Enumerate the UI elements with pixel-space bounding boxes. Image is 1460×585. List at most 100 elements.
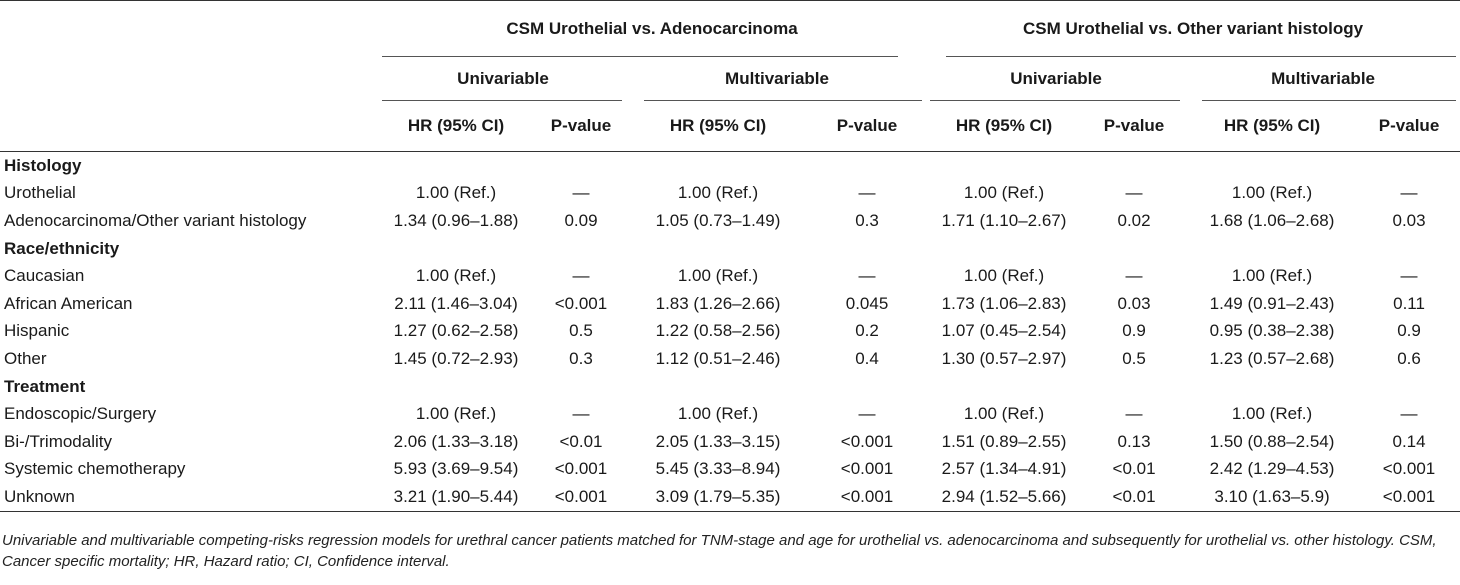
hr-cell: 1.00 (Ref.) [677, 183, 759, 203]
pvalue-cell: — [1125, 404, 1143, 424]
pvalue-cell: 0.09 [564, 210, 598, 230]
row-label: Bi-/Trimodality [4, 431, 112, 451]
hr-cell: 1.00 (Ref.) [677, 266, 759, 286]
table-row: Hispanic 1.27 (0.62–2.58) 0.5 1.22 (0.58–2.… [0, 318, 1460, 346]
subheader-multivariable-2: Multivariable [1186, 57, 1460, 101]
hr-cell: 1.00 (Ref.) [415, 183, 497, 203]
pvalue-cell: 0.9 [1397, 321, 1421, 341]
hr-cell: 1.45 (0.72–2.93) [393, 348, 519, 368]
subheader-multivariable-1: Multivariable [628, 57, 926, 101]
pvalue-cell: 0.03 [1392, 210, 1426, 230]
hr-cell: 5.45 (3.33–8.94) [655, 459, 781, 479]
hr-cell: 1.00 (Ref.) [1231, 183, 1313, 203]
pvalue-cell: 0.5 [1122, 348, 1146, 368]
hr-cell: 1.00 (Ref.) [1231, 404, 1313, 424]
hr-cell: 1.12 (0.51–2.46) [655, 348, 781, 368]
hr-cell: 1.00 (Ref.) [415, 266, 497, 286]
hr-cell: 5.93 (3.69–9.54) [393, 459, 519, 479]
pvalue-cell: <0.01 [1082, 483, 1187, 512]
section-row: Race/ethnicity [0, 235, 1460, 263]
pvalue-cell: — [1400, 404, 1418, 424]
hr-cell: 1.27 (0.62–2.58) [393, 321, 519, 341]
header-row-columns: HR (95% CI) P-value HR (95% CI) P-value … [0, 101, 1460, 152]
col-header-hr: HR (95% CI) [628, 101, 808, 152]
pvalue-cell: — [572, 404, 590, 424]
row-label: Other [4, 348, 47, 368]
col-header-pvalue: P-value [1082, 101, 1187, 152]
pvalue-cell: 0.9 [1122, 321, 1146, 341]
hr-cell: 1.00 (Ref.) [415, 404, 497, 424]
hr-cell: 1.71 (1.10–2.67) [941, 210, 1067, 230]
pvalue-cell: <0.001 [1382, 459, 1436, 479]
hr-cell: 1.68 (1.06–2.68) [1209, 210, 1335, 230]
pvalue-cell: 0.5 [569, 321, 593, 341]
col-header-hr: HR (95% CI) [378, 101, 534, 152]
pvalue-cell: <0.001 [554, 293, 608, 313]
table-row: Adenocarcinoma/Other variant histology 1.… [0, 207, 1460, 235]
hr-cell: 1.00 (Ref.) [963, 266, 1045, 286]
pvalue-cell: <0.001 [840, 459, 894, 479]
pvalue-cell: 0.13 [1117, 431, 1151, 451]
pvalue-cell: — [572, 183, 590, 203]
results-table: CSM Urothelial vs. Adenocarcinoma CSM Ur… [0, 0, 1460, 512]
pvalue-cell: — [1125, 266, 1143, 286]
group-header-other-variant: CSM Urothelial vs. Other variant histolo… [926, 0, 1460, 57]
table-row: Endoscopic/Surgery 1.00 (Ref.) — 1.00 (Ref.… [0, 400, 1460, 428]
col-header-hr: HR (95% CI) [1186, 101, 1359, 152]
hr-cell: 2.42 (1.29–4.53) [1209, 459, 1335, 479]
pvalue-cell: <0.001 [808, 483, 927, 512]
table-row: Systemic chemotherapy 5.93 (3.69–9.54) <0.… [0, 456, 1460, 484]
row-label: African American [4, 293, 133, 313]
hr-cell: 1.05 (0.73–1.49) [655, 210, 781, 230]
hr-cell: 0.95 (0.38–2.38) [1209, 321, 1335, 341]
hr-cell: 1.73 (1.06–2.83) [941, 293, 1067, 313]
section-title: Race/ethnicity [4, 238, 120, 258]
section-title: Histology [4, 155, 82, 175]
table-row: Caucasian 1.00 (Ref.) — 1.00 (Ref.) — 1.00 (R… [0, 262, 1460, 290]
col-header-pvalue: P-value [808, 101, 927, 152]
pvalue-cell: <0.01 [1112, 459, 1156, 479]
pvalue-cell: 0.14 [1392, 431, 1426, 451]
hr-cell: 2.57 (1.34–4.91) [941, 459, 1067, 479]
pvalue-cell: <0.01 [559, 431, 603, 451]
hr-cell: 3.09 (1.79–5.35) [628, 483, 808, 512]
pvalue-cell: 0.03 [1117, 293, 1151, 313]
row-label: Caucasian [4, 266, 85, 286]
hr-cell: 1.23 (0.57–2.68) [1209, 348, 1335, 368]
table-caption: Univariable and multivariable competing-… [2, 532, 1437, 570]
section-row: Histology [0, 152, 1460, 180]
pvalue-cell: 0.02 [1117, 210, 1151, 230]
pvalue-cell: 0.2 [855, 321, 879, 341]
header-row-models: Univariable Multivariable Univariable Mu… [0, 57, 1460, 101]
col-header-pvalue: P-value [1358, 101, 1460, 152]
hr-cell: 1.30 (0.57–2.97) [941, 348, 1067, 368]
pvalue-cell: 0.3 [569, 348, 593, 368]
group-header-adenocarcinoma: CSM Urothelial vs. Adenocarcinoma [378, 0, 927, 57]
table-row: Urothelial 1.00 (Ref.) — 1.00 (Ref.) — 1.00 (… [0, 180, 1460, 208]
hr-cell: 1.83 (1.26–2.66) [655, 293, 781, 313]
header-row-groups: CSM Urothelial vs. Adenocarcinoma CSM Ur… [0, 0, 1460, 57]
pvalue-cell: 0.6 [1397, 348, 1421, 368]
pvalue-cell: — [858, 183, 876, 203]
row-label: Systemic chemotherapy [4, 459, 186, 479]
hr-cell: 3.10 (1.63–5.9) [1186, 483, 1359, 512]
header-empty [0, 57, 378, 101]
hr-cell: 1.00 (Ref.) [963, 404, 1045, 424]
pvalue-cell: — [572, 266, 590, 286]
pvalue-cell: 0.4 [855, 348, 879, 368]
hr-cell: 2.05 (1.33–3.15) [655, 431, 781, 451]
hr-cell: 3.21 (1.90–5.44) [378, 483, 534, 512]
hr-cell: 1.34 (0.96–1.88) [393, 210, 519, 230]
row-label: Hispanic [4, 321, 70, 341]
col-header-pvalue: P-value [534, 101, 628, 152]
subheader-univariable-1: Univariable [378, 57, 628, 101]
hr-cell: 1.00 (Ref.) [963, 183, 1045, 203]
pvalue-cell: 0.045 [845, 293, 889, 313]
pvalue-cell: 0.11 [1393, 293, 1425, 313]
pvalue-cell: — [858, 266, 876, 286]
pvalue-cell: — [858, 404, 876, 424]
table-row: Other 1.45 (0.72–2.93) 0.3 1.12 (0.51–2.46)… [0, 345, 1460, 373]
table-body: Histology Urothelial 1.00 (Ref.) — 1.00 (Ref… [0, 152, 1460, 512]
section-title: Treatment [4, 376, 86, 396]
pvalue-cell: — [1125, 183, 1143, 203]
